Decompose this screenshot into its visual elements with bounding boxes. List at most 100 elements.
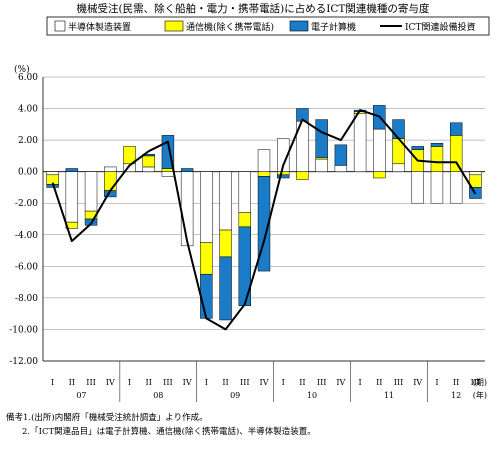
bar-semiconductor [142, 166, 155, 172]
bar-telecom [449, 135, 463, 172]
bar-semiconductor [334, 165, 348, 172]
x-period-label: (期) [473, 378, 487, 387]
y-tick-label: 4.00 [18, 105, 38, 115]
bar-telecom [161, 168, 175, 172]
bar-semiconductor [46, 171, 59, 176]
bar-computer [430, 143, 444, 147]
x-quarter-label: II [376, 378, 382, 387]
legend-label-telecom: 通信機(除く携帯電話) [186, 21, 274, 33]
definition-note: 2.「ICT関連品目」は電子計算機、通信機(除く携帯電話)、半導体製造装置。 [22, 426, 316, 437]
bar-computer [392, 119, 405, 139]
ict-line [51, 109, 477, 331]
bar-semiconductor [353, 113, 367, 172]
x-quarter-label: III [317, 378, 326, 387]
bar-semiconductor [257, 149, 271, 172]
x-quarter-label: I [359, 378, 362, 387]
x-year-label: 10 [307, 391, 317, 400]
bar-computer [449, 122, 463, 136]
gridlines [42, 76, 485, 362]
bar-telecom [430, 146, 444, 172]
bar-telecom [123, 146, 136, 165]
legend-swatch-computer [289, 20, 309, 32]
y-tick-label: 6.00 [18, 73, 38, 83]
bar-computer [65, 168, 79, 172]
y-tick-label: -4.00 [15, 231, 38, 241]
x-quarter-label: IV [413, 378, 422, 387]
bar-computer [219, 256, 232, 321]
bar-telecom [296, 171, 309, 180]
x-quarter-label: I [435, 378, 438, 387]
bar-semiconductor [161, 171, 175, 177]
y-tick-label: -10.00 [9, 325, 38, 335]
bar-semiconductor [84, 171, 98, 212]
y-tick-label: -8.00 [15, 294, 38, 304]
source-note: 備考1.(出所)内閣府「機械受注統計調査」より作成。 [6, 412, 208, 423]
x-year-axis-label: (年) [473, 390, 487, 400]
y-tick-label: 2.00 [18, 136, 38, 146]
x-year-label: 08 [153, 391, 163, 400]
bar-computer [334, 144, 348, 166]
x-quarter-label: I [128, 378, 131, 387]
bar-semiconductor [219, 171, 232, 231]
x-year-label: 09 [230, 391, 240, 400]
legend-swatch-semiconductor [54, 20, 66, 32]
bar-telecom [373, 171, 386, 179]
bar-telecom [200, 242, 213, 275]
bar-semiconductor [238, 171, 251, 213]
x-year-label: 12 [451, 391, 461, 400]
ict-line-layer [51, 109, 477, 331]
legend-label-semiconductor: 半導体製造装置 [68, 21, 131, 33]
bar-computer [257, 176, 271, 272]
bar-computer [315, 119, 328, 158]
bar-computer [200, 273, 213, 319]
x-quarter-label: III [163, 378, 172, 387]
bar-computer [161, 135, 175, 169]
bar-telecom [238, 212, 251, 228]
bar-semiconductor [180, 171, 194, 247]
legend-swatch-telecom [164, 20, 184, 32]
bar-telecom [104, 171, 117, 191]
y-unit-label: (%) [14, 64, 30, 75]
x-quarter-label: II [69, 378, 75, 387]
y-tick-label: -2.00 [15, 199, 38, 209]
bar-telecom [257, 171, 271, 177]
bar-semiconductor [200, 171, 213, 243]
y-tick-labels: 6.00 4.00 2.00 0.00 -2.00 -4.00 -6.00 -8.00 -10.… [9, 73, 38, 367]
legend-label-computer: 電子計算機 [311, 21, 356, 33]
bar-semiconductor [469, 171, 482, 176]
y-tick-label: -6.00 [15, 262, 38, 272]
bar-semiconductor [373, 128, 386, 172]
x-quarter-label: II [299, 378, 305, 387]
x-year-label: 07 [76, 391, 86, 400]
x-quarter-label: IV [260, 378, 269, 387]
x-quarter-label: I [205, 378, 208, 387]
y-tick-label: 0.00 [18, 168, 38, 178]
x-year-label: 11 [384, 391, 394, 400]
y-tick-label: -12.00 [9, 357, 38, 367]
chart-title: 機械受注(民需、除く船舶・電力・携帯電話)に占めるICT関連機種の寄与度 [77, 2, 430, 15]
bar-computer [277, 174, 290, 179]
bar-telecom [219, 229, 232, 258]
x-quarter-label: III [86, 378, 95, 387]
bar-computer [411, 146, 424, 150]
bar-telecom [277, 171, 290, 176]
x-quarter-label: IV [336, 378, 345, 387]
bar-semiconductor [411, 171, 424, 204]
x-category-labels: I II III IV I II III IV I II III IV I II III IV I II III IV… [51, 378, 480, 387]
x-quarter-label: III [394, 378, 403, 387]
x-quarter-label: III [240, 378, 249, 387]
x-quarter-label: II [222, 378, 228, 387]
bar-telecom [142, 155, 155, 168]
x-quarter-label: I [282, 378, 285, 387]
bars [46, 105, 482, 321]
bar-semiconductor [430, 171, 444, 204]
bar-semiconductor [65, 171, 79, 223]
x-quarter-label: II [453, 378, 459, 387]
bar-computer [180, 168, 194, 172]
x-year-labels: 07 08 09 10 11 12 [76, 361, 461, 402]
bar-semiconductor [104, 166, 117, 172]
x-quarter-label: II [146, 378, 152, 387]
legend-label-ict: ICT関連設備投資 [405, 21, 475, 33]
x-quarter-label: IV [183, 378, 192, 387]
